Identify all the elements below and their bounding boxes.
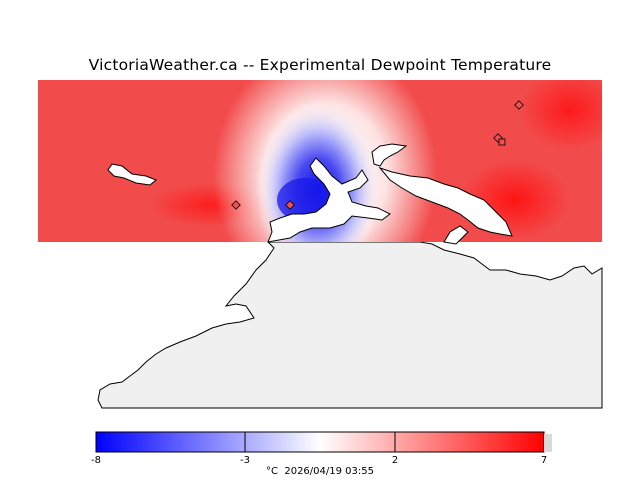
land-area	[97, 241, 603, 409]
unit-label: °C	[266, 466, 278, 477]
page-title: VictoriaWeather.ca -- Experimental Dewpo…	[88, 56, 552, 74]
colorbar-tick-min: -8	[91, 455, 101, 466]
colorbar-caption: °C 2026/04/19 03:55	[0, 466, 640, 477]
colorbar-tick-max: 7	[540, 455, 548, 466]
colorbar-tick-2: -3	[240, 455, 250, 466]
colorbar-ticks	[244, 432, 396, 452]
colorbar	[95, 431, 545, 453]
station-central-marker[interactable]	[285, 200, 295, 210]
coastline	[107, 143, 513, 245]
station-west-marker[interactable]	[231, 200, 241, 210]
timestamp: 2026/04/19 03:55	[284, 466, 374, 477]
weather-stations	[231, 100, 524, 210]
station-east-marker-2[interactable]	[498, 138, 506, 146]
colorbar-tick-3: 2	[391, 455, 399, 466]
station-ne-marker[interactable]	[514, 100, 524, 110]
